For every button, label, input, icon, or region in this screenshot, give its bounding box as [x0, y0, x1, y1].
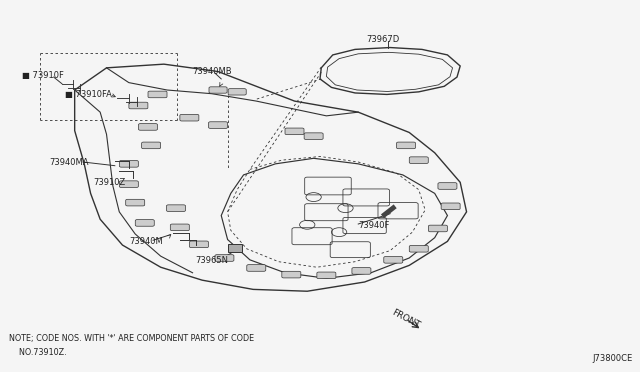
Bar [228, 244, 242, 253]
FancyBboxPatch shape [141, 142, 161, 149]
FancyBboxPatch shape [352, 267, 371, 274]
FancyBboxPatch shape [119, 181, 138, 187]
Text: 73940MB: 73940MB [193, 67, 232, 76]
FancyBboxPatch shape [119, 161, 138, 167]
FancyBboxPatch shape [209, 87, 227, 93]
Text: ■ 73910F: ■ 73910F [22, 71, 64, 80]
FancyBboxPatch shape [247, 264, 266, 271]
FancyBboxPatch shape [285, 128, 304, 135]
FancyBboxPatch shape [409, 157, 428, 163]
FancyBboxPatch shape [215, 255, 234, 261]
Text: J73800CE: J73800CE [592, 354, 632, 363]
FancyBboxPatch shape [438, 183, 457, 189]
Text: 73940M: 73940M [129, 237, 163, 246]
FancyBboxPatch shape [125, 199, 145, 206]
FancyBboxPatch shape [397, 142, 415, 149]
Text: ■ 73910FA: ■ 73910FA [65, 90, 112, 99]
Text: 73940MA: 73940MA [49, 157, 89, 167]
Text: 73910Z: 73910Z [94, 178, 126, 187]
FancyBboxPatch shape [138, 124, 157, 130]
FancyBboxPatch shape [409, 246, 428, 252]
FancyBboxPatch shape [441, 203, 460, 209]
FancyBboxPatch shape [317, 272, 336, 279]
FancyBboxPatch shape [148, 91, 167, 98]
Text: 73940F: 73940F [358, 221, 390, 230]
FancyBboxPatch shape [129, 102, 148, 109]
FancyBboxPatch shape [166, 205, 186, 211]
FancyBboxPatch shape [180, 114, 199, 121]
Text: 73965N: 73965N [196, 256, 228, 265]
FancyBboxPatch shape [170, 224, 189, 231]
Text: NOTE; CODE NOS. WITH '*' ARE COMPONENT PARTS OF CODE
    NO.73910Z.: NOTE; CODE NOS. WITH '*' ARE COMPONENT P… [9, 334, 254, 357]
Text: 73967D: 73967D [366, 35, 399, 44]
FancyBboxPatch shape [209, 122, 228, 128]
FancyBboxPatch shape [189, 241, 209, 248]
FancyBboxPatch shape [384, 257, 403, 263]
FancyBboxPatch shape [428, 225, 447, 232]
FancyBboxPatch shape [135, 219, 154, 226]
FancyBboxPatch shape [304, 133, 323, 140]
FancyBboxPatch shape [228, 89, 246, 95]
FancyBboxPatch shape [282, 271, 301, 278]
Text: FRONT: FRONT [390, 308, 421, 330]
